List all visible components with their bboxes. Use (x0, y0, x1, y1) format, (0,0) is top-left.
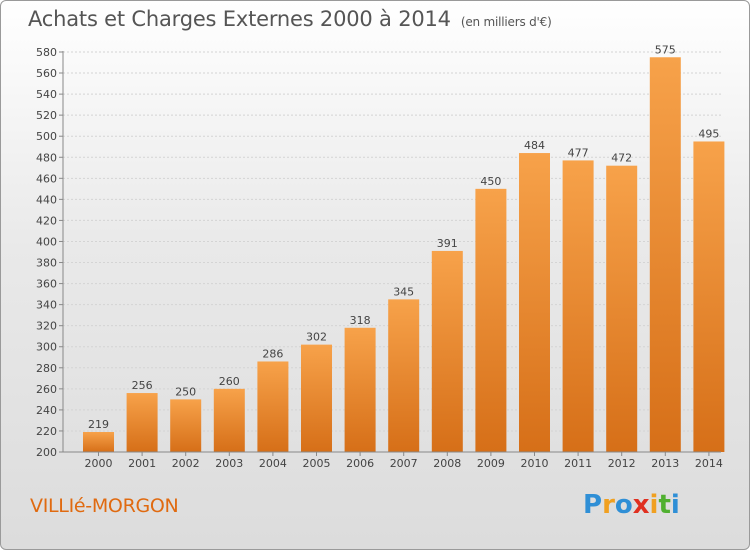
data-label: 318 (350, 314, 371, 327)
x-axis: 2000 2001 2002 2003 2004 2005 2006 2007 2008 2009… (63, 451, 723, 470)
y-tick-label: 280 (36, 362, 57, 375)
chart-title-text: Achats et Charges Externes 2000 à 2014 (28, 7, 451, 31)
x-tick-label: 2000 (85, 457, 113, 470)
chart-title: Achats et Charges Externes 2000 à 2014 (e… (28, 7, 552, 31)
y-tick-label: 380 (36, 257, 57, 270)
y-tick-label: 540 (36, 88, 57, 101)
logo-letter: i (670, 490, 680, 520)
logo-letter: i (649, 490, 659, 520)
data-label: 472 (611, 152, 632, 165)
data-label: 575 (655, 43, 676, 56)
y-tick-label: 560 (36, 67, 57, 80)
y-tick-label: 340 (36, 299, 57, 312)
data-label: 256 (132, 379, 153, 392)
bar-2010 (519, 153, 550, 453)
bar-2009 (475, 188, 507, 452)
data-label: 250 (175, 385, 196, 398)
y-tick-label: 240 (36, 404, 57, 417)
y-tick-label: 420 (36, 214, 57, 227)
bar-2004 (257, 361, 289, 452)
x-tick-label: 2013 (651, 457, 679, 470)
data-label: 286 (262, 347, 283, 360)
logo-letter: t (658, 490, 671, 520)
chart-subtitle: (en milliers d'€) (460, 15, 552, 29)
bar-2005 (301, 344, 332, 452)
y-tick-label: 220 (36, 425, 57, 438)
logo-letter: P (583, 490, 603, 520)
proxiti-logo: Proxiti (583, 490, 680, 520)
bar-2012 (606, 165, 638, 452)
data-label: 302 (306, 331, 327, 344)
bar-2001 (126, 393, 158, 452)
y-tick-label: 440 (36, 193, 57, 206)
bars: 219 256 250 260 286 302 318 345 391 450 484 477 472 5… (83, 43, 725, 453)
bar-2006 (344, 327, 376, 452)
x-tick-label: 2001 (128, 457, 156, 470)
x-tick-label: 2009 (477, 457, 505, 470)
x-tick-label: 2002 (172, 457, 200, 470)
x-tick-label: 2007 (390, 457, 418, 470)
x-tick-label: 2011 (564, 457, 592, 470)
x-tick-label: 2010 (521, 457, 549, 470)
data-label: 219 (88, 418, 109, 431)
data-label: 477 (568, 146, 589, 159)
bar-2014 (693, 141, 725, 452)
commune-name: VILLIé-MORGON (30, 495, 179, 517)
bar-2008 (431, 250, 463, 452)
bar-2000 (83, 432, 114, 452)
data-label: 260 (219, 375, 240, 388)
data-label: 484 (524, 139, 545, 152)
bar-2013 (649, 57, 681, 453)
y-tick-label: 260 (36, 383, 57, 396)
bar-2003 (213, 388, 245, 452)
y-tick-label: 300 (36, 341, 57, 354)
x-tick-label: 2012 (608, 457, 636, 470)
bar-2011 (562, 160, 594, 452)
x-tick-label: 2003 (215, 457, 243, 470)
y-tick-label: 500 (36, 130, 57, 143)
y-tick-label: 460 (36, 172, 57, 185)
y-axis: 200 220 240 260 280 300 320 340 360 380 400 420 440 4… (36, 46, 64, 459)
data-label: 495 (698, 127, 719, 140)
x-tick-label: 2008 (433, 457, 461, 470)
logo-letter: r (602, 490, 615, 520)
y-tick-label: 480 (36, 151, 57, 164)
x-tick-label: 2014 (695, 457, 723, 470)
y-tick-label: 320 (36, 320, 57, 333)
x-tick-label: 2005 (303, 457, 331, 470)
y-tick-label: 360 (36, 278, 57, 291)
x-tick-label: 2006 (346, 457, 374, 470)
x-tick-label: 2004 (259, 457, 287, 470)
data-label: 345 (393, 285, 414, 298)
y-tick-label: 200 (36, 446, 57, 459)
logo-letter: o (614, 490, 633, 520)
y-tick-label: 520 (36, 109, 57, 122)
bar-2002 (170, 399, 202, 452)
logo-letter: x (632, 490, 650, 520)
y-tick-label: 400 (36, 235, 57, 248)
data-label: 450 (480, 175, 501, 188)
bar-2007 (388, 299, 420, 452)
data-label: 391 (437, 237, 458, 250)
y-tick-label: 580 (36, 46, 57, 59)
